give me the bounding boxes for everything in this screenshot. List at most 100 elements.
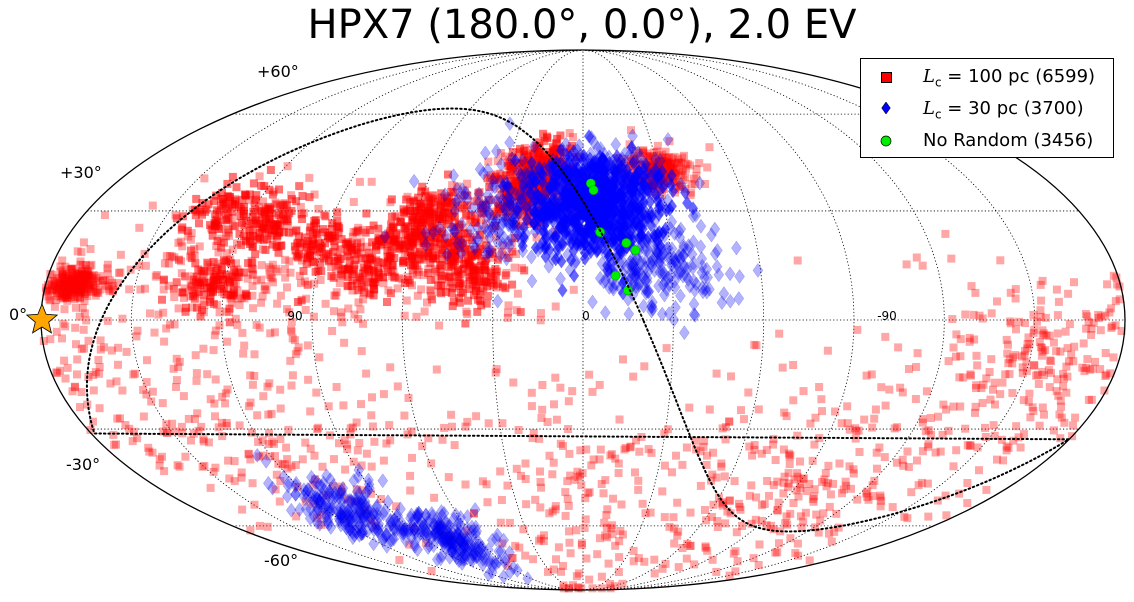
data-point-red [59,280,68,289]
data-point-blue [304,510,316,526]
data-point-red [1105,308,1114,317]
data-point-red [849,465,858,474]
data-point-red [278,460,287,469]
data-point-red [577,541,586,550]
data-point-blue [623,306,635,322]
data-point-red [427,287,435,296]
data-point-red [496,149,505,157]
data-point-red [671,169,680,178]
data-point-red [74,279,83,288]
data-point-red [705,143,714,152]
data-point-red [142,378,151,386]
data-point-red [59,274,68,283]
data-point-red [187,436,195,445]
data-point-red [86,261,95,270]
data-point-red [660,429,669,438]
data-point-red [647,448,656,457]
data-point-red [166,320,174,329]
data-point-red [899,461,908,470]
data-point-red [337,308,346,317]
data-point-red [491,368,500,377]
data-point-red [680,151,688,160]
data-point-red [268,274,277,283]
data-point-blue [498,213,509,229]
data-point-red [143,356,151,365]
data-point-red [69,288,78,297]
data-point-red [212,242,221,250]
data-point-red [1087,395,1096,404]
data-point-blue [507,216,519,232]
data-point-red [406,247,415,256]
data-point-red [418,230,427,239]
data-point-red [535,185,544,194]
data-point-red [876,491,885,500]
data-point-red [760,500,769,508]
data-point-red [327,272,336,281]
data-point-red [217,243,226,252]
data-point-red [482,241,491,250]
data-point-red [70,292,79,301]
data-point-red [51,281,60,290]
data-point-red [660,174,669,183]
data-point-blue [470,519,482,535]
data-point-red [77,270,86,279]
data-point-red [473,249,482,258]
data-point-red [880,453,889,462]
data-point-blue [323,486,335,502]
data-point-red [650,155,659,164]
data-point-red [426,276,435,284]
data-point-red [72,272,81,280]
data-point-red [461,480,470,489]
data-point-red [725,496,734,505]
data-point-red [401,230,410,239]
data-point-red [574,584,583,593]
data-point-red [74,281,83,290]
data-point-red [180,293,188,302]
data-point-red [545,173,554,182]
data-point-red [211,326,220,335]
data-point-red [243,274,252,283]
data-point-red [496,174,505,183]
data-point-red [646,152,654,161]
data-point-red [449,188,458,197]
data-point-red [222,232,231,241]
meridian-line [130,49,584,591]
data-point-red [1083,312,1092,321]
data-point-blue [627,251,638,267]
data-point-red [809,497,818,506]
data-point-red [663,158,672,167]
data-point-red [938,430,947,439]
data-point-red [875,443,884,452]
data-point-red [1029,407,1038,415]
data-point-red [81,280,90,289]
data-point-red [362,449,371,458]
data-point-red [257,275,266,284]
data-point-red [330,232,339,240]
data-point-red [79,277,87,286]
data-point-red [374,264,383,273]
data-point-red [922,387,931,396]
data-point-blue [357,525,369,541]
data-point-red [49,284,58,293]
data-point-red [94,288,103,297]
data-point-red [876,493,885,502]
data-point-red [61,293,70,302]
data-point-red [435,212,444,221]
data-point-red [336,245,345,254]
data-point-red [244,259,253,268]
data-point-red [498,419,507,428]
data-point-red [655,162,664,171]
data-point-red [513,289,522,298]
data-point-blue [600,305,611,321]
data-point-red [73,355,82,364]
data-point-red [1014,317,1023,326]
data-point-red [77,271,85,280]
data-point-red [301,438,310,447]
data-point-red [71,284,79,293]
data-point-red [634,476,643,485]
data-point-red [464,296,472,305]
data-point-red [545,509,554,518]
data-point-red [516,144,524,153]
data-point-red [495,184,504,193]
data-point-red [981,423,989,432]
